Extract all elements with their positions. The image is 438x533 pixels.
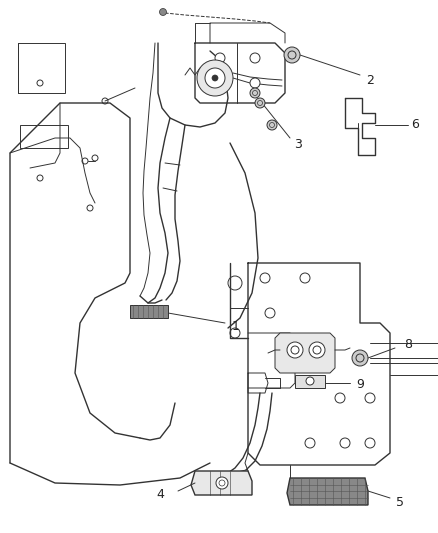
Text: 4: 4	[155, 489, 163, 502]
Text: 2: 2	[365, 74, 373, 86]
Circle shape	[215, 477, 227, 489]
Circle shape	[305, 377, 313, 385]
Circle shape	[364, 438, 374, 448]
Circle shape	[266, 120, 276, 130]
Circle shape	[304, 438, 314, 448]
Polygon shape	[294, 375, 324, 388]
Polygon shape	[274, 333, 334, 373]
Circle shape	[215, 78, 225, 88]
Circle shape	[299, 273, 309, 283]
Circle shape	[215, 53, 225, 63]
Circle shape	[249, 78, 259, 88]
Text: 5: 5	[395, 497, 403, 510]
Text: 6: 6	[410, 118, 418, 132]
Circle shape	[308, 342, 324, 358]
Circle shape	[249, 53, 259, 63]
Circle shape	[159, 9, 166, 15]
Text: 3: 3	[293, 139, 301, 151]
Circle shape	[254, 98, 265, 108]
Text: 8: 8	[403, 338, 411, 351]
Text: 1: 1	[232, 319, 240, 333]
Circle shape	[334, 393, 344, 403]
Circle shape	[265, 308, 274, 318]
Polygon shape	[130, 305, 168, 318]
Circle shape	[249, 88, 259, 98]
Circle shape	[351, 350, 367, 366]
Text: 9: 9	[355, 378, 363, 392]
Circle shape	[339, 438, 349, 448]
Circle shape	[212, 75, 218, 81]
Circle shape	[364, 393, 374, 403]
Circle shape	[286, 342, 302, 358]
Circle shape	[197, 60, 233, 96]
Circle shape	[259, 273, 269, 283]
Circle shape	[205, 68, 225, 88]
Polygon shape	[191, 471, 251, 495]
Circle shape	[283, 47, 299, 63]
Polygon shape	[286, 478, 367, 505]
